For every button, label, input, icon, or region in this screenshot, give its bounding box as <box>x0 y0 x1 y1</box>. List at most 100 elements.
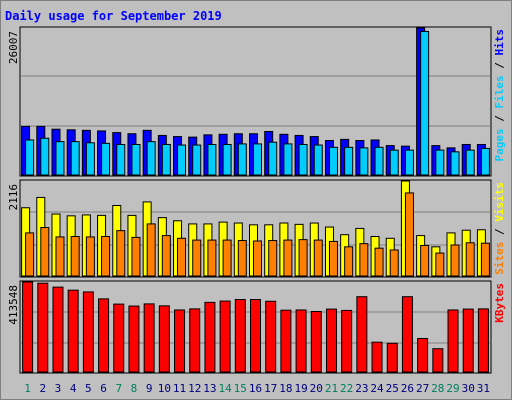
x-tick-label-day-25: 25 <box>386 382 399 395</box>
label-separator: / <box>493 222 506 242</box>
bar-files-day-18 <box>283 143 293 176</box>
bar-kbytes-day-5 <box>82 291 94 373</box>
bar-kbytes-day-13 <box>204 301 216 373</box>
x-tick-label-day-14: 14 <box>218 382 232 395</box>
bar-kbytes-day-14 <box>219 300 231 373</box>
bar-sites-day-29 <box>450 244 460 277</box>
bar-sites-day-15 <box>237 240 247 277</box>
x-tick-label-day-15: 15 <box>234 382 247 395</box>
bar-sites-day-31 <box>480 242 490 277</box>
legend-hits: Hits <box>493 29 506 56</box>
x-tick-label-day-7: 7 <box>115 382 122 395</box>
legend-files: Files <box>493 75 506 108</box>
x-tick-label-day-17: 17 <box>264 382 277 395</box>
bar-files-day-11 <box>177 144 187 176</box>
y-axis-label-1: Pages / Files / Hits <box>493 29 506 162</box>
bar-kbytes-day-12 <box>189 308 201 373</box>
bar-files-day-5 <box>85 142 95 176</box>
x-tick-label-day-21: 21 <box>325 382 338 395</box>
bar-sites-day-22 <box>344 246 354 277</box>
bar-sites-day-8 <box>131 236 141 277</box>
bar-kbytes-day-1 <box>22 281 34 373</box>
bar-files-day-25 <box>389 149 399 176</box>
bar-files-day-23 <box>359 147 369 176</box>
bar-kbytes-day-17 <box>265 300 277 373</box>
bar-sites-day-27 <box>420 244 430 277</box>
x-tick-label-day-16: 16 <box>249 382 262 395</box>
x-tick-label-day-5: 5 <box>85 382 92 395</box>
bar-sites-day-26 <box>404 192 414 277</box>
x-tick-label-day-18: 18 <box>279 382 292 395</box>
legend-kbytes: KBytes <box>493 283 506 323</box>
bar-sites-day-11 <box>177 237 187 277</box>
y-axis-label-2: Sites / Visits <box>493 182 506 275</box>
bar-sites-day-21 <box>328 240 338 277</box>
bar-kbytes-day-23 <box>356 296 368 373</box>
x-tick-label-day-8: 8 <box>131 382 138 395</box>
bar-kbytes-day-7 <box>113 303 125 373</box>
x-tick-label-day-24: 24 <box>370 382 384 395</box>
bar-kbytes-day-27 <box>417 337 429 373</box>
legend-visits: Visits <box>493 182 506 222</box>
bar-files-day-20 <box>313 144 323 176</box>
x-tick-label-day-10: 10 <box>158 382 171 395</box>
x-tick-label-day-30: 30 <box>462 382 475 395</box>
bar-files-day-12 <box>192 144 202 176</box>
bar-kbytes-day-20 <box>310 310 322 373</box>
bar-sites-day-16 <box>253 240 262 277</box>
bar-sites-day-24 <box>374 247 384 277</box>
x-tick-label-day-3: 3 <box>55 382 62 395</box>
x-tick-label-day-2: 2 <box>39 382 46 395</box>
bar-kbytes-day-10 <box>158 305 170 373</box>
bar-kbytes-day-22 <box>341 309 353 373</box>
bar-files-day-13 <box>207 143 217 176</box>
bar-files-day-22 <box>344 146 354 176</box>
label-separator: / <box>493 56 506 76</box>
bar-files-day-26 <box>404 149 414 176</box>
bar-sites-day-2 <box>40 227 50 277</box>
bar-sites-day-4 <box>70 235 80 277</box>
x-tick-label-day-27: 27 <box>416 382 429 395</box>
bar-sites-day-9 <box>146 223 156 277</box>
bar-kbytes-day-30 <box>462 308 474 373</box>
bar-kbytes-day-26 <box>401 296 413 373</box>
chart-title: Daily usage for September 2019 <box>5 9 222 23</box>
bar-files-day-24 <box>374 146 384 176</box>
bar-files-day-4 <box>70 141 80 176</box>
bar-files-day-19 <box>298 143 308 176</box>
legend-sites: Sites <box>493 242 506 275</box>
bar-kbytes-day-31 <box>477 308 489 373</box>
y-axis-label-3: KBytes <box>493 283 506 323</box>
x-tick-label-day-1: 1 <box>24 382 31 395</box>
bar-files-day-10 <box>161 143 171 176</box>
bar-sites-day-18 <box>283 239 293 277</box>
label-separator: / <box>493 109 506 129</box>
y-max-label: 2116 <box>7 184 20 211</box>
bar-files-day-29 <box>450 151 460 176</box>
bar-files-day-28 <box>435 149 445 176</box>
x-tick-label-day-4: 4 <box>70 382 77 395</box>
bar-sites-day-1 <box>25 232 35 277</box>
bar-kbytes-day-29 <box>447 309 459 373</box>
bar-kbytes-day-8 <box>128 305 140 373</box>
bar-sites-day-12 <box>192 239 202 277</box>
bar-kbytes-day-4 <box>67 289 79 373</box>
bar-files-day-27 <box>420 30 430 176</box>
bar-files-day-15 <box>237 143 247 176</box>
bar-sites-day-14 <box>222 239 232 277</box>
bar-sites-day-3 <box>55 236 65 277</box>
bar-kbytes-day-16 <box>250 299 261 373</box>
x-tick-label-day-6: 6 <box>100 382 107 395</box>
x-tick-label-day-9: 9 <box>146 382 153 395</box>
bar-kbytes-day-18 <box>280 309 292 373</box>
bar-files-day-30 <box>465 149 475 176</box>
x-tick-label-day-12: 12 <box>188 382 201 395</box>
bar-files-day-14 <box>222 143 232 176</box>
bar-files-day-31 <box>480 147 490 176</box>
bar-sites-day-5 <box>85 236 95 277</box>
bar-files-day-6 <box>101 142 111 176</box>
bar-kbytes-day-6 <box>98 298 110 373</box>
bar-files-day-17 <box>268 141 278 176</box>
bar-kbytes-day-9 <box>143 303 155 373</box>
